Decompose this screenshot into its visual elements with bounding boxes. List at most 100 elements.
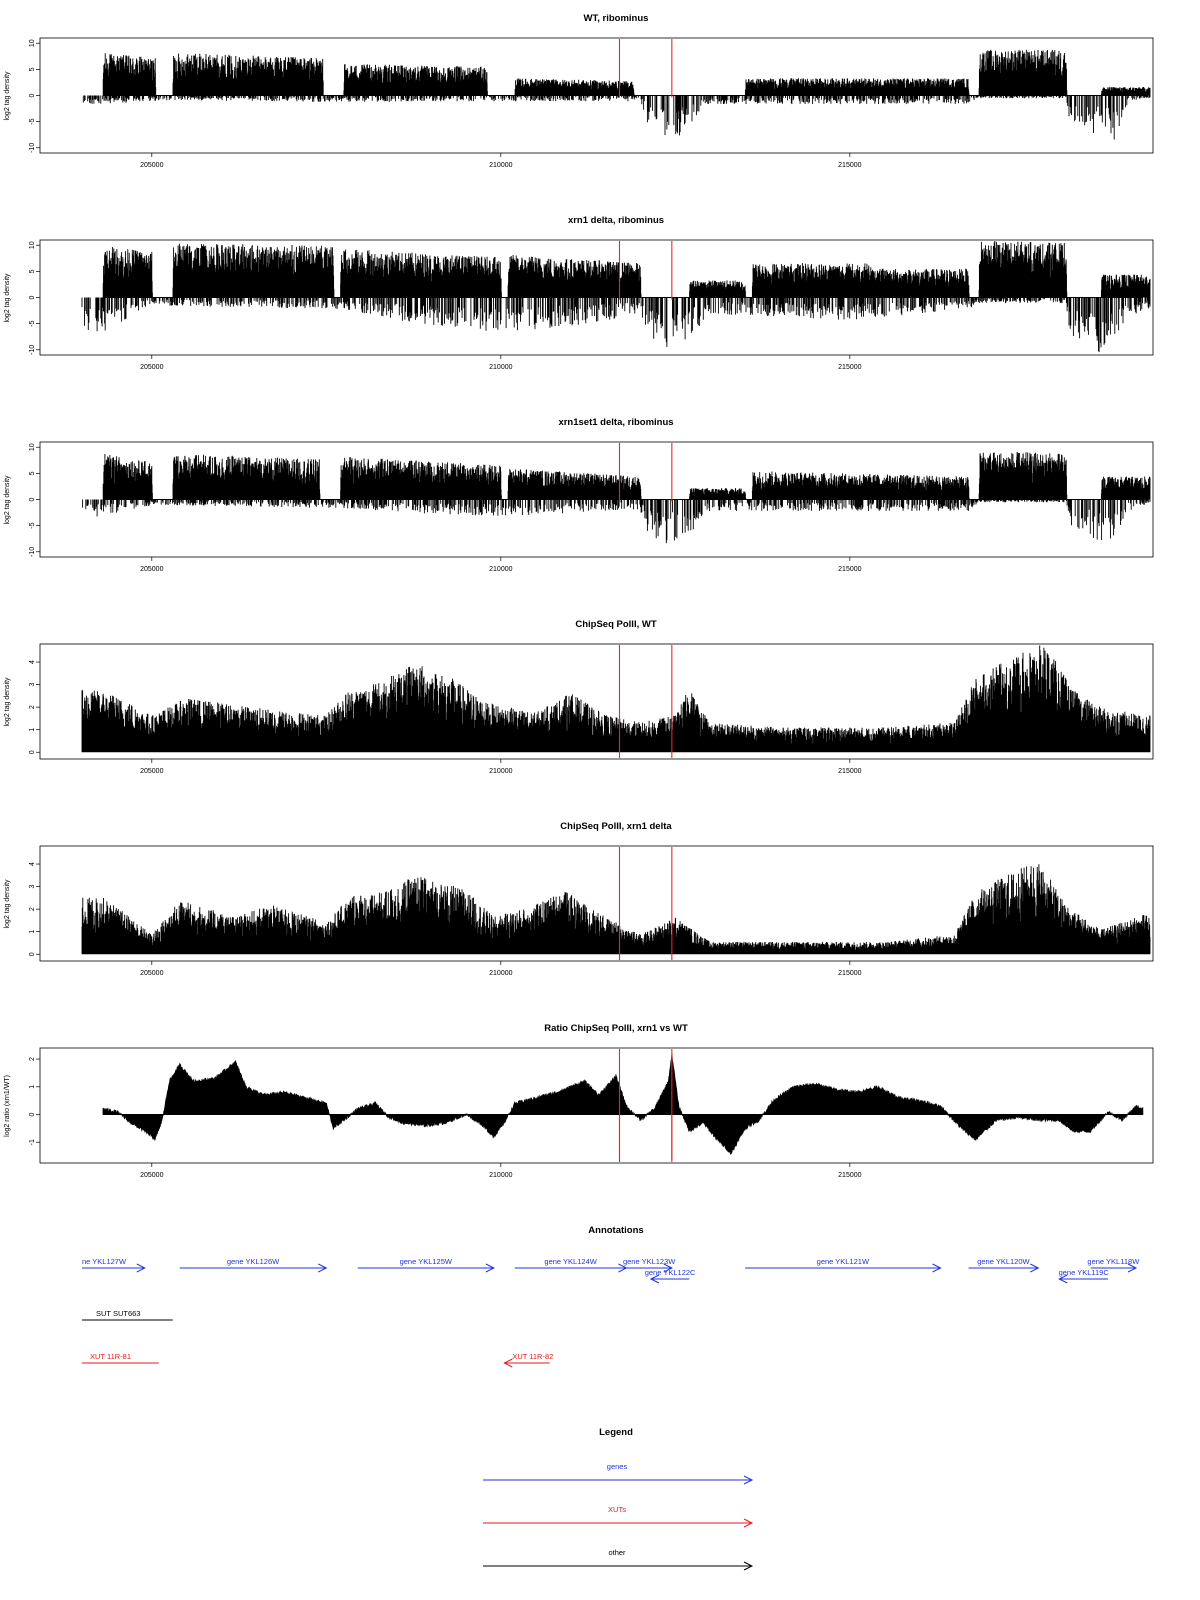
- y-axis-label: log2 tag density: [4, 71, 11, 121]
- gene-label: gene YKL122C: [645, 1268, 696, 1277]
- y-tick-label: -10: [29, 547, 36, 557]
- panel-title: WT, ribominus: [584, 13, 649, 24]
- x-tick-label: 205000: [140, 1172, 163, 1179]
- gene-feature-head: [485, 1263, 495, 1273]
- gene-feature: gene YKL118W: [1087, 1257, 1140, 1273]
- y-tick-label: -5: [29, 522, 36, 528]
- y-tick-label: 10: [29, 443, 36, 451]
- x-tick-label: 210000: [489, 1172, 512, 1179]
- y-axis-label: log2 tag density: [4, 677, 11, 727]
- gene-feature: gene YKL121W: [745, 1257, 942, 1273]
- y-tick-label: -5: [29, 320, 36, 326]
- y-tick-label: 5: [29, 67, 36, 71]
- gene-feature: gene YKL123W: [623, 1257, 676, 1273]
- negative-bars: [81, 297, 1151, 353]
- gene-feature: gene YKL120W: [968, 1257, 1040, 1273]
- annotations-track: Annotations ne YKL127W gene YKL126W gene Y…: [82, 1225, 1140, 1368]
- legend-item-head: [743, 1518, 754, 1528]
- gene-label: gene YKL124W: [544, 1257, 597, 1266]
- negative-bars: [82, 95, 1151, 140]
- gene-feature-head: [1127, 1263, 1138, 1273]
- y-tick-label: 1: [29, 930, 36, 934]
- x-tick-label: 205000: [140, 364, 163, 371]
- gene-feature-head: [932, 1263, 942, 1273]
- panel-title: ChipSeq PolII, xrn1 delta: [560, 821, 672, 832]
- xut-label: XUT 11R-81: [90, 1352, 131, 1361]
- gene-feature-head: [1058, 1274, 1068, 1284]
- other-label: SUT SUT663: [96, 1309, 140, 1318]
- plot-frame: [39, 1047, 1154, 1164]
- y-tick-label: 2: [29, 907, 36, 911]
- gene-label: ne YKL127W: [82, 1257, 127, 1266]
- y-axis-label: log2 tag density: [4, 273, 11, 323]
- y-tick-label: -5: [29, 118, 36, 124]
- x-tick-label: 215000: [838, 566, 861, 573]
- gene-feature-head: [1030, 1263, 1040, 1273]
- y-tick-label: 4: [29, 660, 36, 664]
- legend-item: genes: [483, 1462, 754, 1485]
- panel-title: xrn1set1 delta, ribominus: [558, 417, 673, 428]
- gene-feature-head: [649, 1274, 660, 1284]
- gene-feature: gene YKL122C: [645, 1268, 696, 1284]
- legend-label: XUTs: [608, 1505, 626, 1514]
- negative-bars: [82, 499, 1151, 544]
- y-tick-label: 10: [29, 39, 36, 47]
- gene-label: gene YKL126W: [227, 1257, 280, 1266]
- y-tick-label: 3: [29, 683, 36, 687]
- xut-label: XUT 11R-82: [512, 1352, 553, 1361]
- y-tick-label: -10: [29, 143, 36, 153]
- panel-chipseq-wt: ChipSeq PolII, WT 205000 210000 215000 0 1 2 3…: [4, 619, 1154, 775]
- gene-label: gene YKL119C: [1059, 1268, 1110, 1277]
- x-tick-label: 210000: [489, 566, 512, 573]
- y-tick-label: 0: [29, 952, 36, 956]
- plot-frame: [39, 643, 1154, 760]
- x-tick-label: 215000: [838, 162, 861, 169]
- legend-item: other: [483, 1548, 754, 1571]
- x-tick-label: 210000: [489, 970, 512, 977]
- gene-feature-head: [663, 1263, 673, 1273]
- y-tick-label: 2: [29, 705, 36, 709]
- other-feature: SUT SUT663: [82, 1309, 173, 1321]
- plot-area: 205000 210000 215000 -10 -5 0 5 10: [29, 441, 1154, 573]
- x-tick-label: 215000: [838, 768, 861, 775]
- y-tick-label: 5: [29, 269, 36, 273]
- legend-item-head: [743, 1561, 754, 1571]
- y-tick-label: 2: [29, 1057, 36, 1061]
- xut-feature-head: [503, 1358, 513, 1368]
- gene-label: gene YKL121W: [817, 1257, 870, 1266]
- y-tick-label: 5: [29, 471, 36, 475]
- x-tick-label: 205000: [140, 768, 163, 775]
- plot-area: 205000 210000 215000 -10 -5 0 5 10: [29, 37, 1154, 169]
- gene-label: gene YKL120W: [977, 1257, 1030, 1266]
- legend-item: XUTs: [483, 1505, 754, 1528]
- plot-area: 205000 210000 215000 -1 0 1 2: [29, 1047, 1154, 1179]
- panel-ratio-chipseq: Ratio ChipSeq PolII, xrn1 vs WT 205000 21…: [4, 1023, 1154, 1179]
- panel-xrn1-ribominus: xrn1 delta, ribominus 205000 210000 215000…: [4, 215, 1154, 371]
- gene-feature-head: [318, 1263, 328, 1273]
- xut-feature: XUT 11R-81: [82, 1352, 159, 1364]
- plot-area: 205000 210000 215000 0 1 2 3 4: [29, 845, 1154, 977]
- panel-title: xrn1 delta, ribominus: [568, 215, 664, 226]
- plot-frame: [39, 845, 1154, 962]
- y-tick-label: 0: [29, 497, 36, 501]
- y-tick-label: 1: [29, 728, 36, 732]
- legend-label: other: [608, 1548, 626, 1557]
- positive-bars: [102, 451, 1151, 500]
- plot-area: 205000 210000 215000 0 1 2 3 4: [29, 643, 1154, 775]
- legend: Legend genes XUTs other: [483, 1427, 754, 1571]
- y-axis-label: log2 tag density: [4, 879, 11, 929]
- gene-label: gene YKL125W: [400, 1257, 453, 1266]
- legend-title: Legend: [599, 1427, 633, 1438]
- panel-chipseq-xrn1: ChipSeq PolII, xrn1 delta 205000 210000 21…: [4, 821, 1154, 977]
- positive-bars: [102, 241, 1151, 298]
- positive-bars: [81, 645, 1151, 753]
- gene-feature: gene YKL124W: [514, 1257, 628, 1273]
- y-tick-label: 0: [29, 750, 36, 754]
- legend-item-head: [743, 1475, 754, 1485]
- positive-bars: [102, 49, 1151, 96]
- x-tick-label: 210000: [489, 162, 512, 169]
- plot-area: 205000 210000 215000 -10 -5 0 5 10: [29, 239, 1154, 371]
- gene-label: gene YKL118W: [1087, 1257, 1140, 1266]
- x-tick-label: 210000: [489, 768, 512, 775]
